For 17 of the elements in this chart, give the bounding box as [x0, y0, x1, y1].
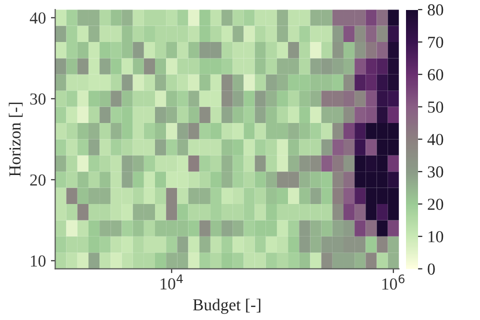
x-tick-label: 10$^{4}$ [160, 274, 183, 290]
color-bar-label: 80 [428, 4, 444, 16]
x-axis-title: Budget [-] [193, 298, 260, 314]
color-bar-label: 10 [428, 231, 444, 242]
color-bar-label: 20 [428, 198, 444, 210]
color-bar-label: 70 [428, 36, 444, 48]
y-tick-label: 20 [30, 174, 46, 186]
color-bar-label: 30 [428, 166, 444, 178]
x-tick-label: 10$^{6}$ [382, 274, 404, 290]
y-tick-label: 40 [30, 12, 46, 24]
color-bar-label: 60 [428, 69, 444, 80]
y-tick-label: 10 [30, 255, 46, 267]
color-bar-label: 40 [427, 134, 444, 146]
y-tick-label: 30 [30, 93, 46, 105]
color-bar-label: 50 [428, 102, 444, 113]
y-axis-title: Horizon [-] [8, 102, 23, 176]
color-bar-label: 0 [428, 264, 435, 275]
